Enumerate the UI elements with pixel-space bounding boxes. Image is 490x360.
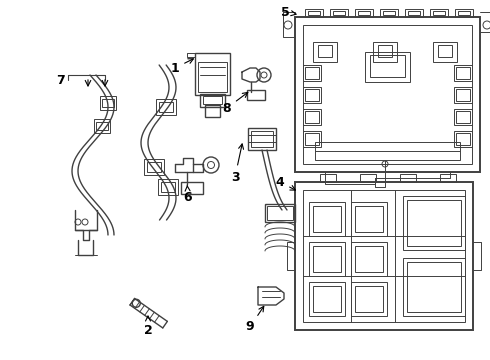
Text: 7: 7: [56, 73, 64, 86]
Bar: [309, 242, 345, 276]
Bar: [313, 246, 341, 272]
Bar: [380, 9, 398, 17]
Bar: [99, 96, 116, 110]
Bar: [303, 25, 472, 164]
Bar: [156, 99, 176, 115]
Bar: [309, 202, 345, 236]
Bar: [351, 202, 387, 236]
Bar: [433, 42, 457, 62]
Bar: [198, 62, 227, 92]
Bar: [181, 182, 203, 194]
Bar: [308, 11, 320, 15]
Bar: [454, 109, 472, 125]
Bar: [355, 286, 383, 312]
Bar: [313, 286, 341, 312]
Bar: [147, 162, 161, 172]
Bar: [365, 52, 410, 82]
Bar: [303, 65, 321, 81]
Bar: [407, 262, 461, 312]
Bar: [454, 131, 472, 147]
Bar: [455, 9, 473, 17]
Bar: [458, 11, 470, 15]
Bar: [303, 131, 321, 147]
Bar: [318, 45, 332, 57]
Text: 2: 2: [144, 316, 152, 337]
Bar: [315, 142, 460, 160]
Bar: [305, 67, 319, 79]
Bar: [205, 105, 220, 117]
Bar: [159, 102, 173, 112]
Bar: [454, 87, 472, 103]
Bar: [101, 99, 114, 107]
Text: 3: 3: [231, 144, 244, 184]
Bar: [358, 11, 370, 15]
Bar: [456, 133, 470, 145]
Bar: [313, 42, 337, 62]
Bar: [330, 9, 348, 17]
Bar: [303, 109, 321, 125]
Bar: [456, 89, 470, 101]
Bar: [161, 182, 175, 192]
Bar: [407, 200, 461, 246]
Bar: [200, 94, 225, 107]
Bar: [247, 90, 265, 100]
Bar: [351, 282, 387, 316]
Bar: [360, 174, 376, 182]
Bar: [405, 9, 423, 17]
Bar: [454, 65, 472, 81]
Bar: [303, 190, 465, 322]
Bar: [383, 11, 395, 15]
Text: 5: 5: [281, 5, 296, 18]
Bar: [305, 89, 319, 101]
Bar: [309, 282, 345, 316]
Bar: [355, 206, 383, 232]
Bar: [158, 179, 178, 195]
Bar: [203, 96, 222, 104]
Bar: [305, 9, 323, 17]
Bar: [456, 111, 470, 123]
Bar: [440, 174, 456, 182]
Bar: [94, 119, 110, 133]
Bar: [144, 159, 164, 175]
Bar: [370, 55, 405, 77]
Text: 8: 8: [222, 93, 248, 114]
Bar: [400, 174, 416, 182]
Bar: [430, 9, 448, 17]
Bar: [355, 9, 373, 17]
Bar: [378, 45, 392, 57]
Bar: [351, 242, 387, 276]
Text: 9: 9: [245, 306, 264, 333]
Bar: [265, 204, 295, 222]
Bar: [373, 42, 397, 62]
Bar: [433, 11, 445, 15]
Bar: [438, 45, 452, 57]
Bar: [303, 87, 321, 103]
Text: 1: 1: [171, 59, 194, 75]
Bar: [295, 17, 480, 172]
Bar: [305, 133, 319, 145]
Bar: [248, 128, 276, 150]
Text: 4: 4: [275, 176, 295, 190]
Bar: [295, 182, 473, 330]
Bar: [305, 111, 319, 123]
Text: 6: 6: [184, 185, 192, 203]
Bar: [333, 11, 345, 15]
Bar: [195, 53, 230, 95]
Bar: [320, 174, 336, 182]
Bar: [267, 206, 293, 220]
Bar: [403, 258, 465, 316]
Bar: [456, 67, 470, 79]
Bar: [313, 206, 341, 232]
Bar: [96, 122, 107, 130]
Bar: [403, 196, 465, 250]
Bar: [408, 11, 420, 15]
Bar: [251, 131, 273, 147]
Bar: [355, 246, 383, 272]
